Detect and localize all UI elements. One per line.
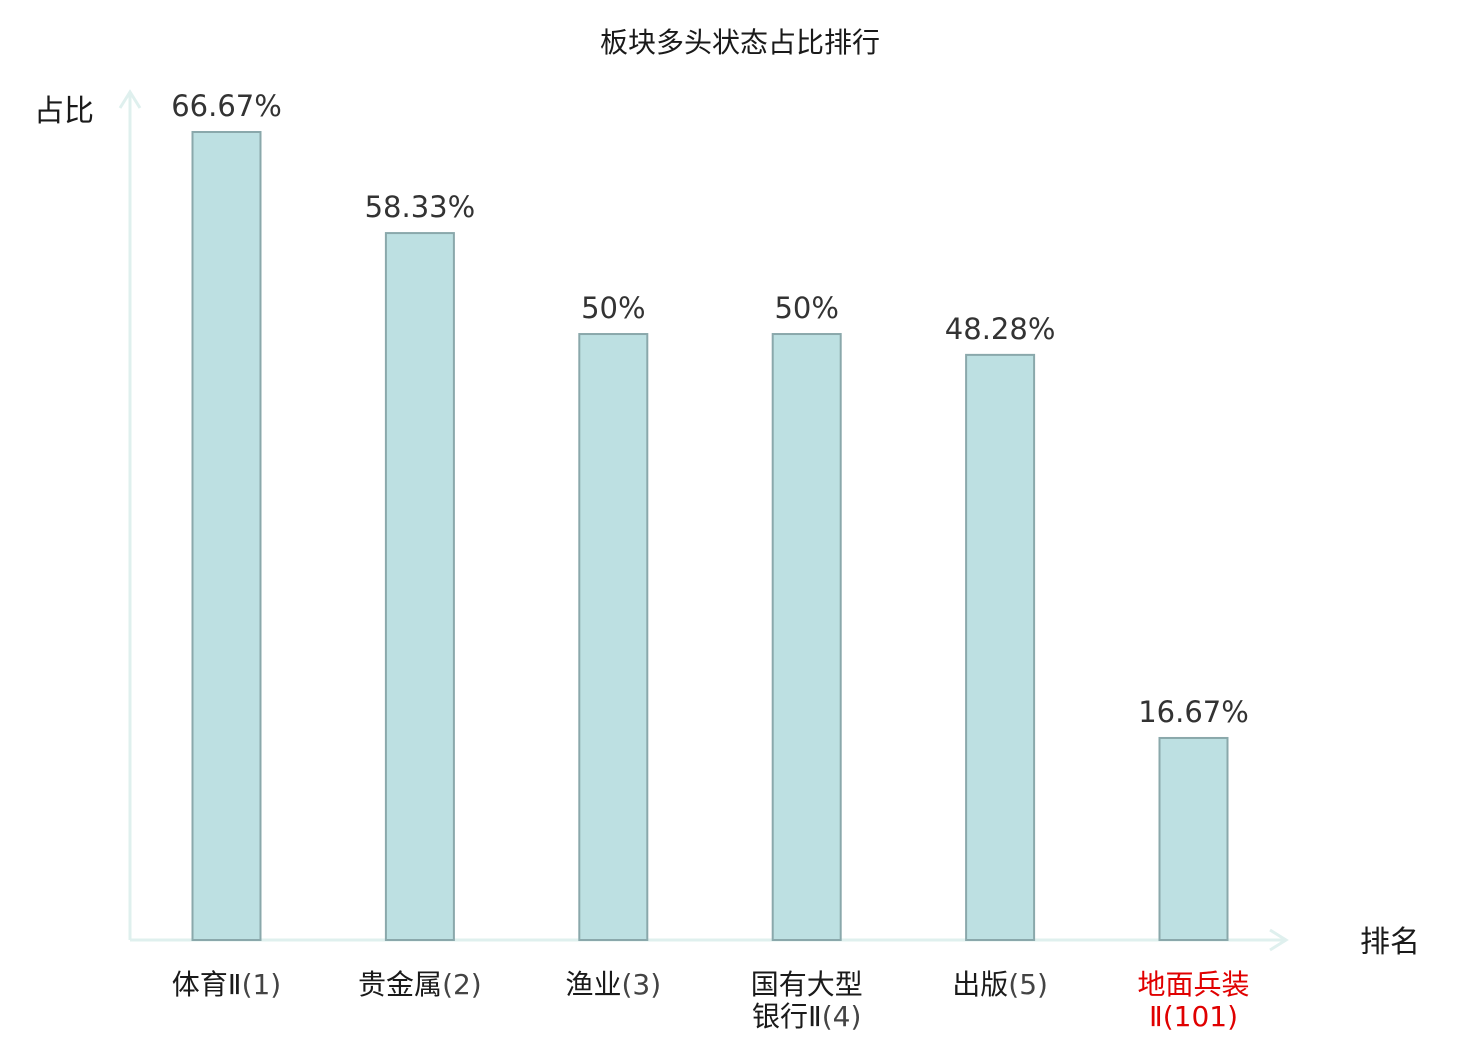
tick-rank: (5) [1008,968,1048,1001]
tick-category-name: 地面兵装 [1137,968,1249,1001]
x-axis-arrow-icon [1269,928,1289,952]
tick-rank: (1) [242,968,282,1001]
bar [191,131,262,941]
chart-title: 板块多头状态占比排行 [600,26,880,59]
x-tick-label: 贵金属(2) [358,968,482,1001]
tick-category-name: 体育Ⅱ [172,968,242,1001]
x-tick-label: 地面兵装 [1137,968,1249,1001]
x-tick-label: 渔业(3) [565,968,661,1001]
tick-rank: (4) [822,1000,862,1033]
x-tick-label: 国有大型 [751,968,863,1001]
bar [1158,736,1229,942]
bar-value-label: 50% [581,291,645,325]
tick-rank: (2) [442,968,482,1001]
bar [384,232,455,941]
y-axis-arrow-icon [118,89,142,109]
x-tick-label: 体育Ⅱ(1) [172,968,281,1001]
bar-value-label: 50% [774,291,838,325]
x-tick-label: 出版(5) [952,968,1048,1001]
bar [771,333,842,942]
x-axis: 排名 [130,925,1420,960]
tick-category-name: Ⅱ [1149,1000,1163,1033]
y-axis: 占比 [34,89,142,940]
x-tick-label: 银行Ⅱ(4) [752,1000,861,1033]
bar-value-label: 58.33% [365,190,476,224]
tick-rank: (3) [621,968,661,1001]
bar [965,353,1036,941]
bar [578,333,649,942]
tick-category-name: 渔业 [565,968,621,1001]
x-axis-title: 排名 [1360,925,1420,960]
bar-value-label: 16.67% [1138,695,1249,729]
bar-value-label: 48.28% [945,312,1056,346]
tick-category-name: 贵金属 [358,968,442,1001]
tick-rank: (101) [1163,1000,1238,1033]
y-axis-title: 占比 [34,94,94,129]
x-tick-label: Ⅱ(101) [1149,1000,1238,1033]
tick-category-name: 国有大型 [751,968,863,1001]
bar-value-label: 66.67% [171,89,282,123]
data-labels: 66.67% 58.33% 50% 50% 48.28% 16.67% [171,89,1249,729]
tick-category-name: 银行Ⅱ [752,1000,822,1033]
bar-series [191,131,1229,942]
tick-category-name: 出版 [952,968,1008,1001]
